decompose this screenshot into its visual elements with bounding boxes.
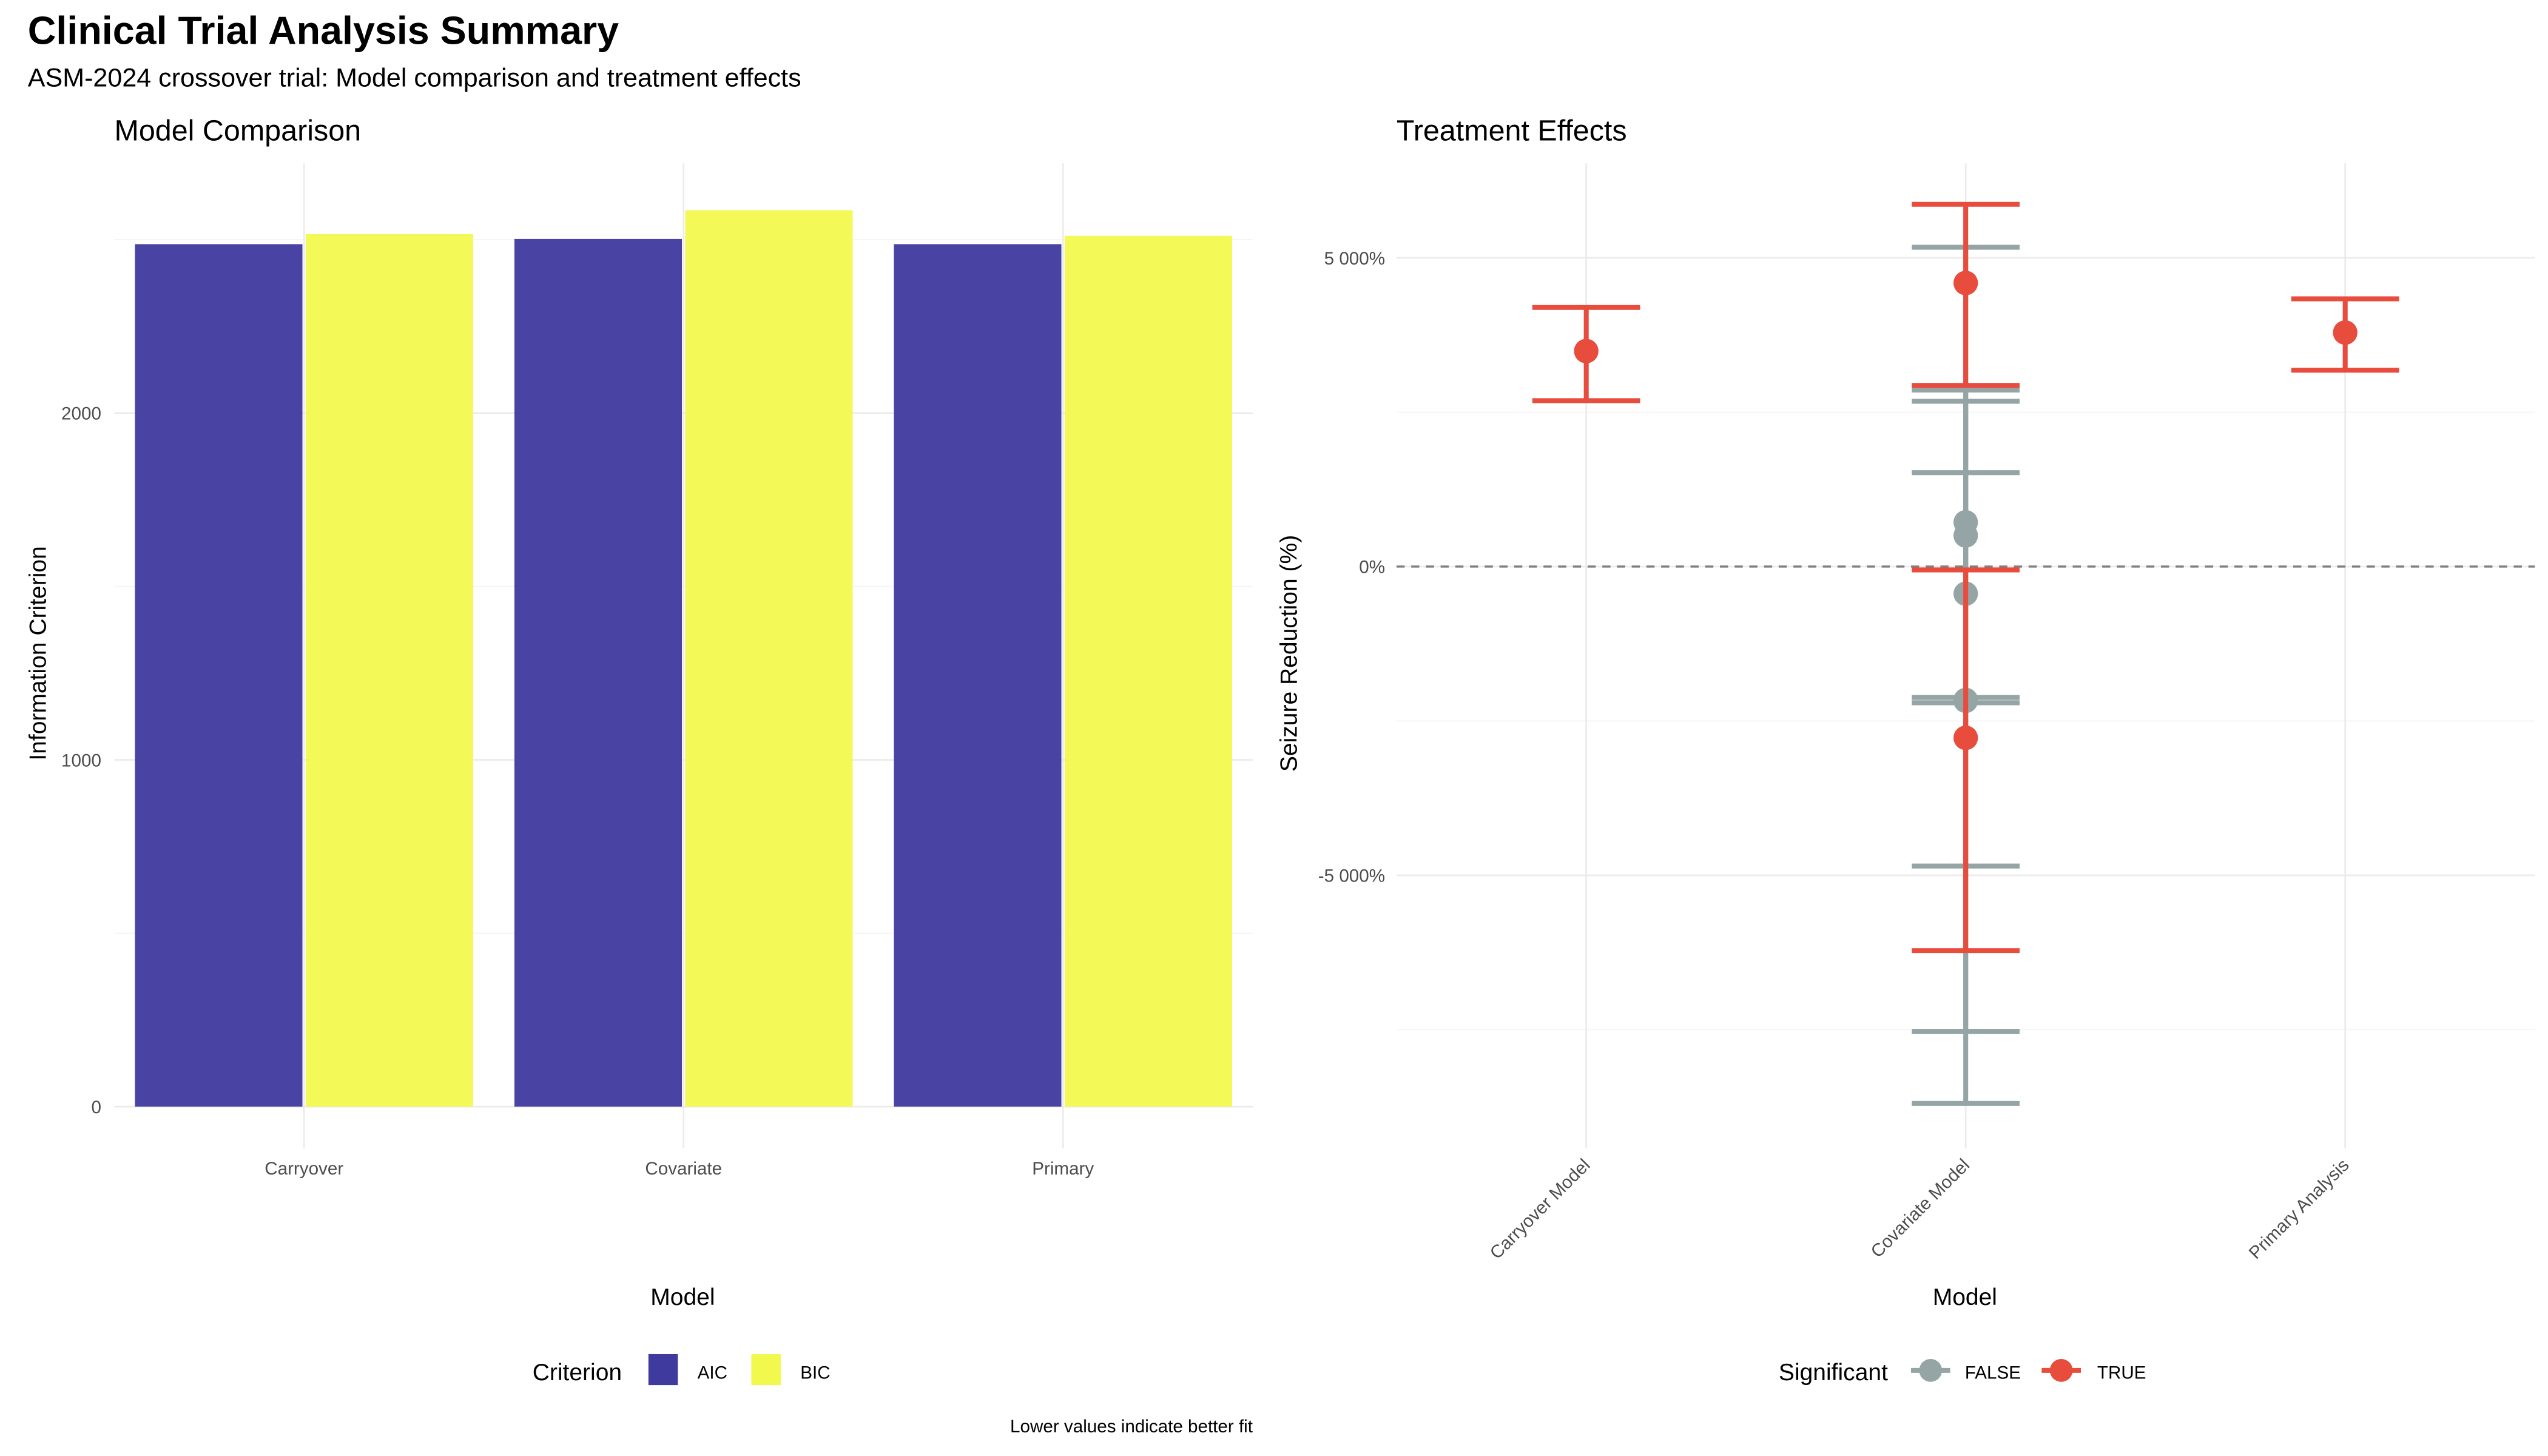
bar-bic xyxy=(685,210,853,1107)
y-tick-label: -5 000% xyxy=(1318,866,1385,886)
bar-bic xyxy=(1064,235,1233,1107)
y-axis-label: Seizure Reduction (%) xyxy=(1276,535,1303,772)
panel-title: Treatment Effects xyxy=(1397,115,1627,147)
legend-title: Criterion xyxy=(533,1360,622,1386)
legend-label: TRUE xyxy=(2097,1363,2146,1383)
legend-title: Significant xyxy=(1779,1360,1888,1386)
model-comparison-panel: Model Comparison 0 1000 2000 Carryover Covar… xyxy=(25,115,1253,1437)
x-axis-label: Model xyxy=(1933,1284,1997,1310)
x-tick-label: Primary xyxy=(1032,1159,1094,1179)
figure-title: Clinical Trial Analysis Summary xyxy=(28,9,619,53)
x-tick-label: Primary Analysis xyxy=(2245,1155,2353,1263)
y-tick-label: 0% xyxy=(1359,558,1385,578)
legend-swatch-aic xyxy=(648,1353,678,1386)
legend-key-false-dot xyxy=(1919,1359,1943,1382)
legend-label: FALSE xyxy=(1965,1363,2021,1383)
y-tick-label: 0 xyxy=(91,1097,101,1117)
estimate-point xyxy=(2333,320,2358,345)
x-tick-label: Covariate Model xyxy=(1867,1155,1973,1262)
estimate-point xyxy=(1953,725,1978,750)
y-tick-label: 5 000% xyxy=(1324,249,1385,269)
legend: Significant FALSE TRUE xyxy=(1779,1359,2146,1386)
legend-label: AIC xyxy=(698,1363,727,1383)
y-tick-label: 1000 xyxy=(61,750,101,770)
y-axis-label: Information Criterion xyxy=(25,546,51,760)
estimate-point xyxy=(1574,339,1599,363)
x-tick-label: Carryover xyxy=(265,1159,343,1179)
panel-title: Model Comparison xyxy=(114,115,361,147)
bar-aic xyxy=(514,238,682,1107)
treatment-effects-panel: Treatment Effects -5 000% 0% 5 000% Carryov… xyxy=(1276,115,2535,1386)
x-tick-label: Covariate xyxy=(645,1159,722,1179)
caption: Lower values indicate better fit xyxy=(1010,1417,1253,1437)
legend-key-true-dot xyxy=(2049,1359,2073,1382)
estimate-point xyxy=(1953,271,1978,295)
y-tick-label: 2000 xyxy=(61,404,101,424)
bar-aic xyxy=(135,244,303,1107)
bar-aic xyxy=(894,244,1062,1107)
figure-subtitle: ASM-2024 crossover trial: Model comparis… xyxy=(28,64,801,93)
x-axis-label: Model xyxy=(650,1284,715,1310)
legend: Criterion AIC BIC xyxy=(533,1353,831,1386)
x-tick-label: Carryover Model xyxy=(1486,1155,1594,1263)
legend-label: BIC xyxy=(800,1363,830,1383)
legend-swatch-bic xyxy=(751,1353,781,1386)
bar-bic xyxy=(305,234,474,1107)
